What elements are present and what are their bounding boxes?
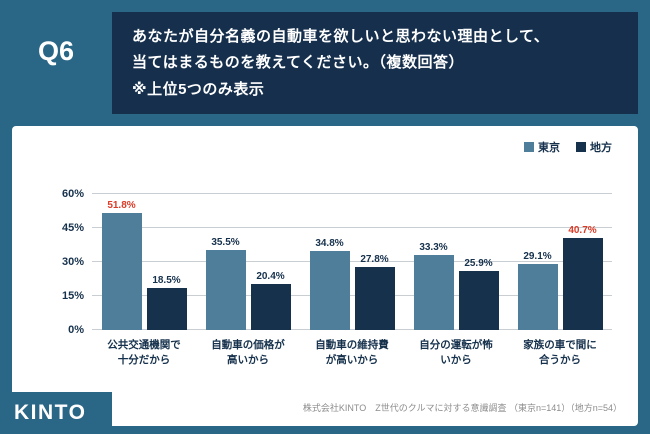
- bar-chihou: [250, 283, 291, 330]
- bar-group: 51.8% 18.5%: [92, 194, 196, 330]
- legend-swatch-icon: [576, 142, 586, 152]
- bar-value-label: 34.8%: [315, 238, 344, 250]
- bar-wrap: 25.9%: [458, 194, 499, 330]
- bar-chihou: [146, 288, 187, 330]
- bar-wrap: 35.5%: [205, 194, 246, 330]
- bar-tokyo: [101, 212, 142, 330]
- legend-item: 地方: [576, 139, 612, 155]
- source-caption: 株式会社KINTO Z世代のクルマに対する意識調査 （東京n=141）（地方n=…: [302, 403, 622, 413]
- bar-group: 29.1% 40.7%: [508, 194, 612, 330]
- question-text-line: ※上位5つのみ表示: [132, 80, 265, 98]
- question-text-line: 当てはまるものを教えてください。（複数回答）: [132, 54, 465, 72]
- bar-wrap: 29.1%: [517, 194, 558, 330]
- category-label: 家族の車で間に 合うから: [523, 339, 597, 367]
- question-text-line: あなたが自分名義の自動車を欲しいと思わない理由として、: [132, 28, 550, 45]
- bar-wrap: 20.4%: [250, 194, 291, 330]
- bar-value-label: 40.7%: [568, 224, 597, 236]
- bar-value-label: 33.3%: [419, 241, 448, 253]
- bar-wrap: 27.8%: [354, 194, 395, 330]
- question-box: あなたが自分名義の自動車を欲しいと思わない理由として、 当てはまるものを教えてく…: [112, 12, 638, 114]
- y-axis-tick: 60%: [61, 188, 84, 200]
- bar-value-label: 20.4%: [256, 270, 285, 282]
- gridline: [92, 193, 612, 194]
- legend-label: 地方: [590, 142, 612, 154]
- bar-group: 35.5% 20.4%: [196, 194, 300, 330]
- bar-wrap: 18.5%: [146, 194, 187, 330]
- bar-tokyo: [309, 251, 350, 330]
- bar-tokyo: [517, 264, 558, 330]
- bar-chihou: [458, 271, 499, 330]
- category-label: 公共交通機関で 十分だから: [107, 339, 181, 367]
- y-axis-tick: 45%: [61, 222, 84, 234]
- bar-chihou: [562, 237, 603, 330]
- category-label: 自動車の価格が 高いから: [211, 339, 285, 367]
- bar-chart: 0% 15% 30% 45% 60% 51.8% 18.5% 35.5% 20.4% 34.8% 2…: [62, 188, 612, 336]
- bar-value-label: 25.9%: [464, 258, 493, 270]
- chart-card: 東京 地方 0% 15% 30% 45% 60% 51.8% 18.5% 35.5% 20.4% 3…: [12, 126, 638, 426]
- bar-groups: 51.8% 18.5% 35.5% 20.4% 34.8% 27.8% 33.3% 25.9%…: [92, 194, 612, 330]
- bar-value-label: 51.8%: [107, 199, 136, 211]
- category-label: 自分の運転が怖 いから: [419, 339, 493, 367]
- y-axis-tick: 30%: [61, 256, 84, 268]
- bar-tokyo: [205, 249, 246, 330]
- bar-value-label: 18.5%: [152, 275, 181, 287]
- bar-value-label: 35.5%: [211, 236, 240, 248]
- bar-value-label: 29.1%: [523, 251, 552, 263]
- bar-wrap: 51.8%: [101, 194, 142, 330]
- bar-chihou: [354, 267, 395, 330]
- question-number: Q6: [37, 36, 75, 66]
- kinto-box: KINTO: [0, 392, 112, 434]
- bar-value-label: 27.8%: [360, 254, 389, 265]
- y-axis-tick: 0%: [68, 324, 84, 336]
- legend-item: 東京: [524, 139, 560, 155]
- bar-group: 33.3% 25.9%: [404, 194, 508, 330]
- gridline: [92, 261, 612, 262]
- legend: 東京 地方: [524, 139, 612, 155]
- bar-wrap: 40.7%: [562, 194, 603, 330]
- category-labels: 公共交通機関で 十分だから 自動車の価格が 高いから 自動車の維持費 が高いから 自分…: [92, 338, 612, 368]
- bar-wrap: 34.8%: [309, 194, 350, 330]
- legend-swatch-icon: [524, 142, 534, 152]
- bar-wrap: 33.3%: [413, 194, 454, 330]
- gridline: [92, 227, 612, 228]
- gridline: [92, 295, 612, 296]
- legend-label: 東京: [538, 142, 560, 154]
- y-axis-tick: 15%: [61, 290, 84, 302]
- bar-group: 34.8% 27.8%: [300, 194, 404, 330]
- gridline: [92, 329, 612, 330]
- bar-tokyo: [413, 254, 454, 330]
- kinto-logo: KINTO: [14, 401, 87, 424]
- category-label: 自動車の維持費 が高いから: [315, 339, 389, 367]
